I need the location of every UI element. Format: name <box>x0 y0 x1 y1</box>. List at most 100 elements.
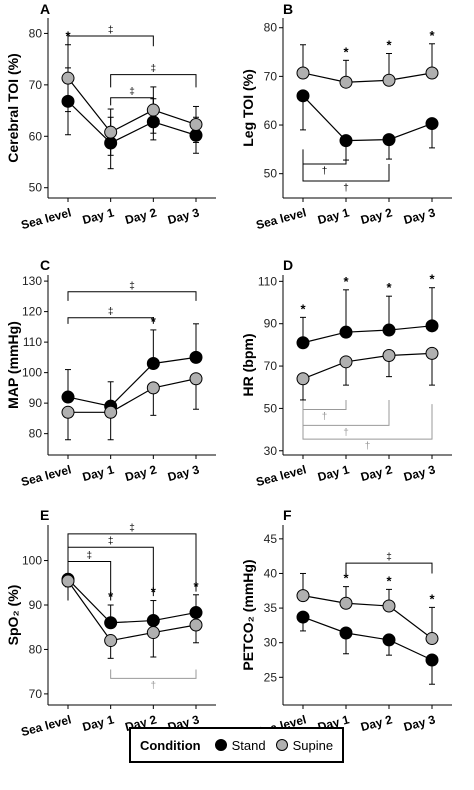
y-tick-label: 120 <box>22 305 42 319</box>
significance-bracket <box>345 562 433 574</box>
x-tick-label: Day 1 <box>81 712 116 734</box>
data-point-stand <box>382 323 396 337</box>
data-point-supine <box>104 125 118 139</box>
y-tick-label: 50 <box>29 181 43 195</box>
panel-letter-C: C <box>40 257 50 273</box>
data-point-supine <box>146 381 160 395</box>
significance-star: * <box>386 573 392 588</box>
series-line-stand <box>302 95 433 142</box>
data-point-supine <box>425 632 439 646</box>
series-line-stand <box>67 356 197 407</box>
data-point-stand <box>296 336 310 350</box>
data-point-stand <box>104 616 118 630</box>
series-line-supine <box>302 352 433 380</box>
y-tick-label: 70 <box>29 78 43 92</box>
x-tick-label: Day 1 <box>81 205 116 227</box>
significance-bracket <box>67 317 154 324</box>
data-point-stand <box>189 128 203 142</box>
bracket-symbol: † <box>365 441 371 452</box>
data-point-supine <box>61 405 75 419</box>
panel-letter-B: B <box>283 1 293 17</box>
y-axis-label: PETCO₂ (mmHg) <box>240 559 256 670</box>
data-point-supine <box>189 618 203 632</box>
data-point-supine <box>339 596 353 610</box>
series-line-supine <box>302 72 433 83</box>
data-point-supine <box>382 73 396 87</box>
data-point-stand <box>104 136 118 150</box>
y-tick-label: 25 <box>264 670 278 684</box>
y-tick-label: 60 <box>264 118 278 132</box>
panel-letter-E: E <box>40 507 49 523</box>
legend-label-supine: Supine <box>292 737 334 753</box>
x-tick-label: Day 3 <box>402 462 437 484</box>
data-point-supine <box>339 355 353 369</box>
significance-bracket <box>302 149 347 165</box>
series-line-stand <box>302 325 433 344</box>
bracket-symbol: ‡ <box>129 523 135 534</box>
significance-bracket <box>302 163 390 182</box>
y-axis-label: SpO₂ (%) <box>5 585 21 646</box>
data-point-supine <box>425 346 439 360</box>
x-tick-label: Day 3 <box>402 205 437 227</box>
panel-B: B 50 60 70 80 Sea level Day 1 Day 2 Day 3 Leg TOI… <box>240 1 452 232</box>
series-line-stand <box>302 616 433 661</box>
x-tick-label: Sea level <box>20 205 73 232</box>
bracket-symbol: ‡ <box>108 536 114 547</box>
x-tick-label: Day 1 <box>316 205 351 227</box>
significance-bracket <box>110 669 197 679</box>
data-point-stand <box>339 626 353 640</box>
significance-bracket <box>302 399 347 410</box>
y-tick-label: 70 <box>264 359 278 373</box>
y-tick-label: 90 <box>264 317 278 331</box>
y-axis-label: HR (bpm) <box>240 334 256 397</box>
y-tick-label: 50 <box>264 401 278 415</box>
y-tick-label: 130 <box>22 274 42 288</box>
x-tick-label: Sea level <box>20 462 73 489</box>
significance-star: * <box>151 314 157 329</box>
data-point-stand <box>382 633 396 647</box>
data-point-stand <box>146 356 160 370</box>
bracket-symbol: ‡ <box>87 550 93 561</box>
data-point-stand <box>189 606 203 620</box>
panel-letter-A: A <box>40 1 50 17</box>
significance-star: * <box>343 44 349 59</box>
bracket-symbol: ‡ <box>129 87 135 98</box>
panel-D: D 30 50 70 90 110 Sea level Day 1 Day 2 Day 3 HR (… <box>240 257 452 489</box>
significance-star: * <box>429 591 435 606</box>
data-point-stand <box>425 117 439 131</box>
data-point-stand <box>296 89 310 103</box>
x-tick-label: Day 2 <box>359 462 394 484</box>
significance-star: * <box>386 38 392 53</box>
legend-label-stand: Stand <box>231 737 266 753</box>
x-tick-label: Day 1 <box>81 462 116 484</box>
data-point-stand <box>61 390 75 404</box>
y-tick-label: 100 <box>22 554 42 568</box>
x-tick-label: Day 3 <box>166 205 201 227</box>
panel-letter-F: F <box>283 507 292 523</box>
significance-star: * <box>108 589 114 604</box>
bracket-symbol: † <box>343 427 349 438</box>
y-tick-label: 70 <box>29 687 43 701</box>
y-tick-label: 80 <box>29 427 43 441</box>
significance-star: * <box>343 571 349 586</box>
panel-letter-D: D <box>283 257 293 273</box>
series-line-supine <box>68 378 197 413</box>
y-tick-label: 110 <box>258 274 277 288</box>
y-tick-label: 40 <box>264 566 278 580</box>
x-tick-label: Sea level <box>20 712 73 739</box>
significance-star: * <box>429 28 435 43</box>
data-point-supine <box>296 372 310 386</box>
data-point-stand <box>425 653 439 667</box>
data-point-stand <box>339 325 353 339</box>
supine-marker-icon <box>275 739 288 751</box>
data-point-supine <box>61 574 75 588</box>
series-line-supine <box>67 580 197 642</box>
significance-star: * <box>151 585 157 600</box>
significance-star: * <box>343 274 349 289</box>
y-tick-label: 80 <box>29 642 43 656</box>
series-line-supine <box>67 77 197 133</box>
y-tick-label: 60 <box>29 129 43 143</box>
